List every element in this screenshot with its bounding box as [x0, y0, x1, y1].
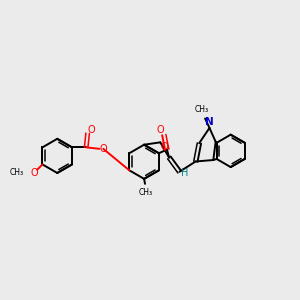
- Text: O: O: [30, 168, 38, 178]
- Text: CH₃: CH₃: [139, 188, 153, 197]
- Text: O: O: [88, 125, 96, 135]
- Text: H: H: [181, 168, 188, 178]
- Text: O: O: [161, 142, 169, 152]
- Text: CH₃: CH₃: [9, 169, 23, 178]
- Text: O: O: [99, 144, 107, 154]
- Text: O: O: [157, 124, 164, 134]
- Text: CH₃: CH₃: [195, 105, 209, 114]
- Text: N: N: [205, 117, 214, 127]
